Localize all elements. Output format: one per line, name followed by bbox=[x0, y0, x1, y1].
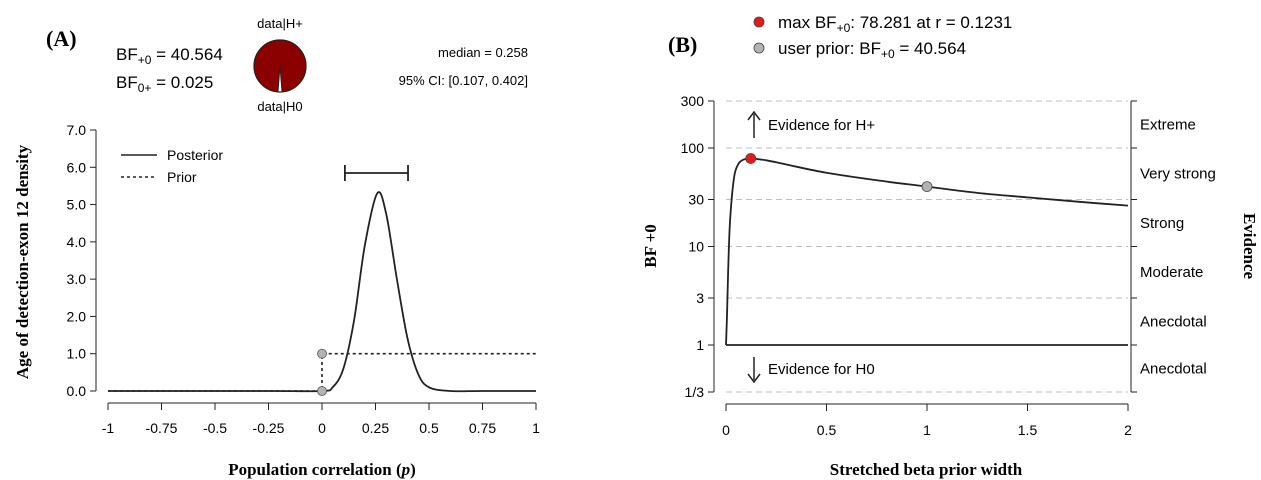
legend-posterior-label: Posterior bbox=[167, 147, 223, 163]
panel-a-y-tick-label: 3.0 bbox=[67, 271, 87, 287]
panel-b-x-tick-label: 0 bbox=[722, 422, 730, 438]
panel-a-y-tick-label: 1.0 bbox=[67, 346, 87, 362]
pie-top-label: data|H+ bbox=[257, 16, 303, 31]
panel-b-x-tick-label: 1.5 bbox=[1018, 422, 1038, 438]
panel-a-point bbox=[317, 348, 327, 359]
evidence-category-label: Very strong bbox=[1140, 166, 1216, 183]
evidence-h0-label: Evidence for H0 bbox=[768, 361, 875, 378]
panel-b-x-tick-label: 1 bbox=[923, 422, 931, 438]
bf-pie-chart bbox=[253, 39, 307, 93]
panel-b-y-tick-label: 100 bbox=[681, 140, 705, 156]
legend-max-point bbox=[753, 16, 765, 28]
panel-a-axes: 0.0 1.0 2.0 3.0 4.0 5.0 6.0 7.0 -1 -0.75 -0.5 -0.25… bbox=[67, 122, 541, 436]
pie-bottom-label: data|H0 bbox=[257, 99, 302, 114]
panel-a-point bbox=[317, 386, 327, 396]
evidence-h1-label: Evidence for H+ bbox=[768, 117, 875, 134]
panel-b-curves bbox=[725, 153, 1129, 346]
bf-0plus-text: BF0+ = 0.025 bbox=[116, 73, 213, 95]
panel-a-x-tick-label: -0.5 bbox=[203, 420, 227, 436]
panel-b-y-tick-label: 30 bbox=[688, 192, 704, 208]
ci-text: 95% CI: [0.107, 0.402] bbox=[399, 73, 528, 88]
panel-a-x-tick-label: 0 bbox=[318, 420, 326, 436]
panel-b-x-tick-label: 2 bbox=[1124, 422, 1132, 438]
panel-a-x-tick-label: 1 bbox=[532, 420, 540, 436]
panel-b-y-tick-label: 1/3 bbox=[685, 384, 705, 400]
panel-b-y2label: Evidence bbox=[1240, 213, 1259, 280]
ci-interval-bracket bbox=[343, 165, 409, 181]
panel-b-xlabel: Stretched beta prior width bbox=[830, 460, 1023, 479]
max-bf-point bbox=[745, 153, 757, 164]
panel-a-legend: Posterior Prior bbox=[121, 147, 223, 185]
panel-a-y-tick-label: 7.0 bbox=[67, 122, 87, 138]
panel-a-label: (A) bbox=[46, 26, 77, 51]
panel-b-label: (B) bbox=[668, 32, 697, 57]
evidence-category-label: Anecdotal bbox=[1140, 360, 1207, 377]
legend-prior-label: Prior bbox=[167, 169, 197, 185]
prior-line bbox=[108, 352, 536, 392]
pie-slice-h1 bbox=[253, 39, 307, 93]
panel-a-y-tick-label: 0.0 bbox=[67, 383, 87, 399]
legend-user-point bbox=[753, 42, 765, 54]
median-text: median = 0.258 bbox=[438, 45, 528, 60]
panel-a-x-tick-label: -0.25 bbox=[253, 420, 285, 436]
bf-robustness-curve bbox=[725, 157, 1129, 346]
arrow-down-head-icon bbox=[747, 373, 761, 384]
panel-b-y-tick-label: 1 bbox=[696, 337, 704, 353]
panel-b-ylabel: BF +0 bbox=[641, 224, 660, 268]
posterior-line bbox=[108, 191, 536, 393]
panel-a-y-tick-label: 2.0 bbox=[67, 308, 87, 324]
panel-a-y-tick-label: 5.0 bbox=[67, 197, 87, 213]
evidence-category-label: Moderate bbox=[1140, 264, 1203, 281]
arrow-up-head-icon bbox=[747, 110, 761, 121]
panel-a-ylabel: Age of detection-exon 12 density bbox=[13, 144, 32, 379]
bf-plus0-text: BF+0 = 40.564 bbox=[116, 45, 223, 67]
panel-b-y-tick-label: 300 bbox=[681, 93, 705, 109]
evidence-h0-annotation: Evidence for H0 bbox=[747, 357, 875, 384]
panel-a-x-tick-label: -0.75 bbox=[146, 420, 178, 436]
panel-a-x-tick-label: 0.5 bbox=[419, 420, 439, 436]
evidence-category-label: Strong bbox=[1140, 215, 1184, 232]
panel-b-x-tick-label: 0.5 bbox=[817, 422, 837, 438]
panel-b: (B) max BF+0: 78.281 at r = 0.1231 user … bbox=[641, 13, 1259, 479]
user-prior-point bbox=[921, 181, 933, 192]
evidence-category-label: Anecdotal bbox=[1140, 314, 1207, 331]
evidence-h1-annotation: Evidence for H+ bbox=[747, 110, 875, 138]
panel-b-y-tick-label: 3 bbox=[696, 290, 704, 306]
panel-b-y-tick-label: 10 bbox=[688, 238, 704, 254]
panel-a-curves bbox=[108, 165, 536, 396]
legend-user-text: user prior: BF+0 = 40.564 bbox=[778, 39, 966, 61]
panel-a-x-tick-label: 0.75 bbox=[469, 420, 496, 436]
panel-a-x-tick-label: 0.25 bbox=[362, 420, 389, 436]
panel-a: (A) BF+0 = 40.564 BF0+ = 0.025 data|H+ d… bbox=[13, 16, 540, 479]
panel-a-x-tick-label: -1 bbox=[102, 420, 115, 436]
panel-a-y-tick-label: 6.0 bbox=[67, 159, 87, 175]
panel-a-xlabel: Population correlation (p) bbox=[228, 460, 416, 479]
panel-a-y-tick-label: 4.0 bbox=[67, 234, 87, 250]
legend-max-text: max BF+0: 78.281 at r = 0.1231 bbox=[778, 13, 1012, 35]
evidence-category-label: Extreme bbox=[1140, 116, 1196, 133]
